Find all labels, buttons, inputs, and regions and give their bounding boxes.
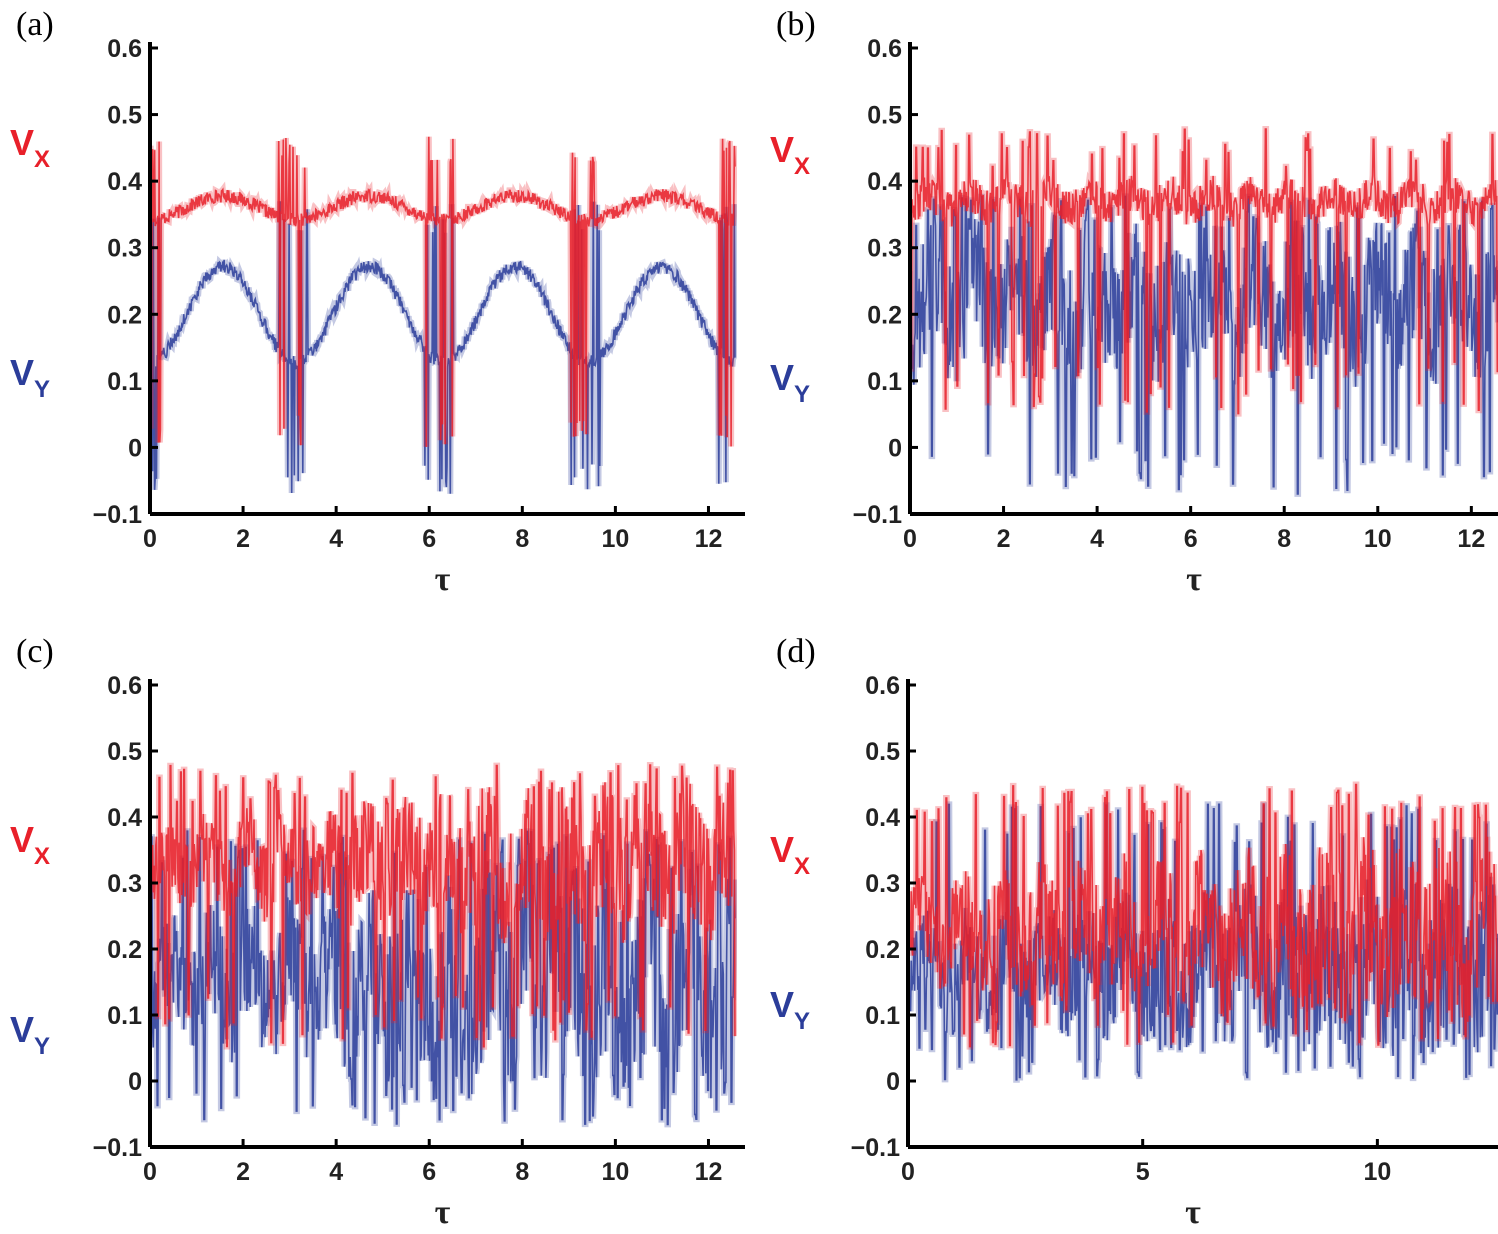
- x-tick-label: 6: [1184, 525, 1198, 553]
- x-tick-label: 4: [329, 1158, 343, 1186]
- vx-label: VX: [770, 129, 810, 180]
- x-tick-label: 0: [143, 1158, 157, 1186]
- y-tick-label: 0.6: [107, 35, 142, 63]
- y-tick-label: −0.1: [853, 501, 902, 529]
- y-tick-label: 0.3: [865, 870, 900, 898]
- x-tick-label: 2: [997, 525, 1011, 553]
- x-tick-label: 10: [1364, 525, 1392, 553]
- x-tick-label: 10: [601, 1158, 629, 1186]
- y-tick-label: −0.1: [851, 1134, 900, 1162]
- v-subscript: X: [794, 153, 810, 180]
- y-tick-label: 0.3: [107, 235, 142, 263]
- y-tick-label: −0.1: [93, 501, 142, 529]
- y-tick-label: 0.3: [867, 235, 902, 263]
- v-subscript: Y: [794, 1008, 810, 1035]
- x-tick-label: 6: [422, 525, 436, 553]
- panel-label: (b): [776, 6, 816, 43]
- y-tick-label: 0.2: [107, 301, 142, 329]
- v-symbol: V: [10, 819, 34, 860]
- v-subscript: X: [34, 843, 50, 870]
- y-tick-label: 0: [128, 434, 142, 462]
- x-tick-label: 2: [236, 1158, 250, 1186]
- v-subscript: Y: [34, 1033, 50, 1060]
- v-symbol: V: [10, 1009, 34, 1050]
- panel-label: (c): [16, 633, 54, 670]
- y-tick-label: 0.2: [107, 936, 142, 964]
- x-tick-label: 8: [515, 1158, 529, 1186]
- x-tick-label: 0: [903, 525, 917, 553]
- v-symbol: V: [770, 357, 794, 398]
- series-vy-line: [910, 195, 1498, 495]
- vy-label: VY: [10, 352, 50, 403]
- y-tick-label: 0.5: [865, 738, 900, 766]
- y-tick-label: 0: [888, 434, 902, 462]
- y-tick-label: 0.4: [867, 168, 902, 196]
- y-tick-label: 0.1: [867, 368, 902, 396]
- v-symbol: V: [770, 129, 794, 170]
- y-tick-label: 0.2: [865, 936, 900, 964]
- v-symbol: V: [10, 352, 34, 393]
- y-tick-label: 0: [886, 1068, 900, 1096]
- v-subscript: X: [34, 146, 50, 173]
- x-axis-label: τ: [435, 1194, 451, 1231]
- x-tick-label: 0: [143, 525, 157, 553]
- y-tick-label: 0.4: [865, 804, 900, 832]
- y-tick-label: 0.1: [107, 1002, 142, 1030]
- y-tick-label: 0.1: [107, 368, 142, 396]
- panel-label: (d): [776, 633, 816, 670]
- y-tick-label: 0.4: [107, 804, 142, 832]
- x-tick-label: 5: [1136, 1158, 1150, 1186]
- series-vx-line: [908, 783, 1498, 1048]
- series-vx-line: [910, 128, 1498, 415]
- vx-label: VX: [10, 122, 50, 173]
- vy-label: VY: [10, 1009, 50, 1060]
- y-tick-label: 0.5: [107, 102, 142, 130]
- series-vx-line: [150, 136, 736, 447]
- x-tick-label: 4: [329, 525, 343, 553]
- x-tick-label: 10: [601, 525, 629, 553]
- y-tick-label: 0.5: [867, 102, 902, 130]
- y-tick-label: 0.4: [107, 168, 142, 196]
- x-tick-label: 8: [1277, 525, 1291, 553]
- vx-label: VX: [770, 829, 810, 880]
- x-tick-label: 12: [695, 525, 723, 553]
- y-tick-label: 0.1: [865, 1002, 900, 1030]
- v-symbol: V: [770, 984, 794, 1025]
- x-tick-label: 4: [1090, 525, 1104, 553]
- vx-label: VX: [10, 819, 50, 870]
- y-tick-label: −0.1: [93, 1134, 142, 1162]
- x-tick-label: 10: [1363, 1158, 1391, 1186]
- x-tick-label: 12: [1457, 525, 1485, 553]
- y-tick-label: 0.2: [867, 301, 902, 329]
- vy-label: VY: [770, 984, 810, 1035]
- x-axis-label: τ: [1186, 561, 1202, 598]
- x-tick-label: 0: [901, 1158, 915, 1186]
- y-tick-label: 0: [128, 1068, 142, 1096]
- y-tick-label: 0.5: [107, 738, 142, 766]
- x-tick-label: 6: [422, 1158, 436, 1186]
- x-tick-label: 8: [515, 525, 529, 553]
- y-tick-label: 0.6: [865, 672, 900, 700]
- v-symbol: V: [10, 122, 34, 163]
- v-subscript: Y: [794, 381, 810, 408]
- y-tick-label: 0.6: [107, 672, 142, 700]
- x-tick-label: 2: [236, 525, 250, 553]
- x-axis-label: τ: [1185, 1194, 1201, 1231]
- panel-label: (a): [16, 6, 54, 43]
- y-tick-label: 0.6: [867, 35, 902, 63]
- vy-label: VY: [770, 357, 810, 408]
- v-subscript: Y: [34, 376, 50, 403]
- x-axis-label: τ: [435, 561, 451, 598]
- v-symbol: V: [770, 829, 794, 870]
- y-tick-label: 0.3: [107, 870, 142, 898]
- x-tick-label: 12: [695, 1158, 723, 1186]
- v-subscript: X: [794, 853, 810, 880]
